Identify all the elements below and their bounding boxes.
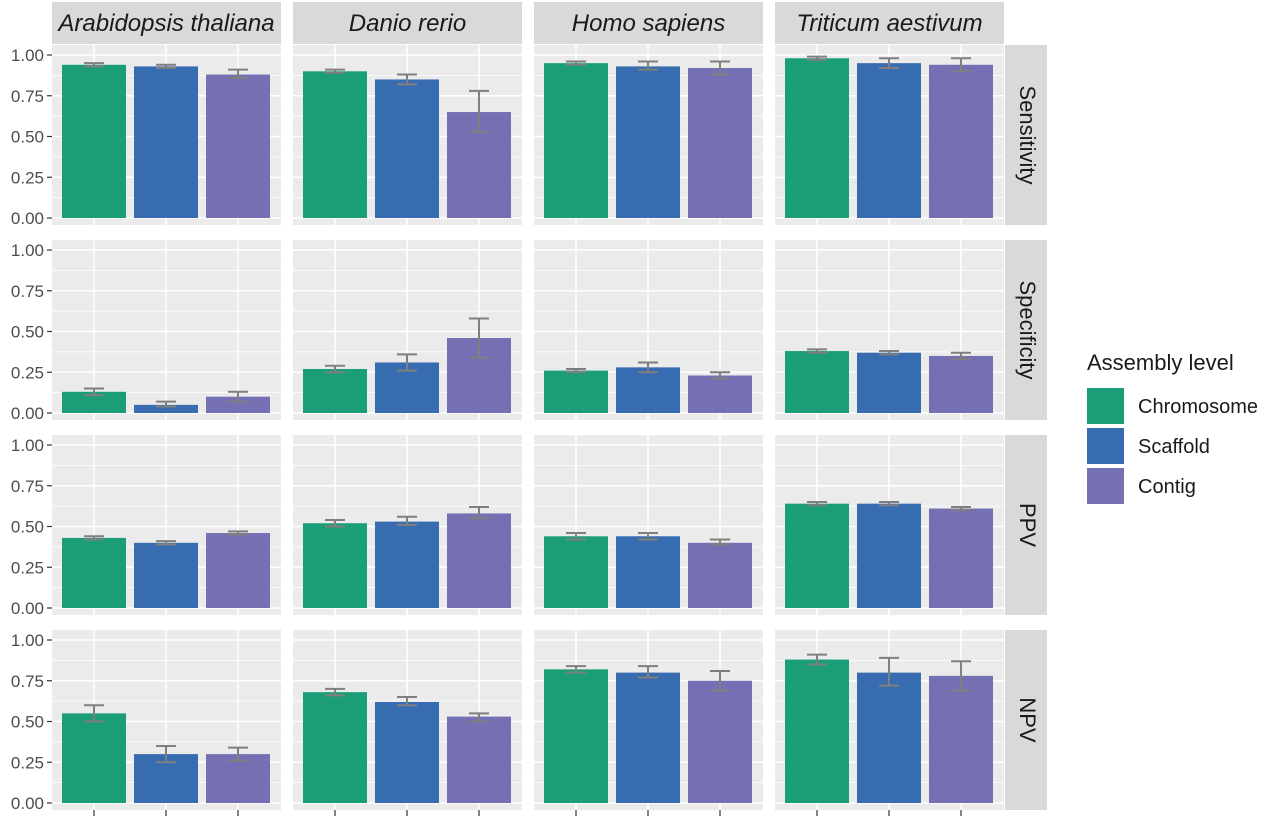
y-tick-label: 0.00	[11, 794, 44, 813]
y-tick-label: 0.50	[11, 713, 44, 732]
strip-bg-homo-sapiens	[534, 2, 763, 44]
bar-contig	[447, 513, 511, 608]
y-tick-label: 0.25	[11, 753, 44, 772]
legend-label-scaffold: Scaffold	[1138, 436, 1210, 458]
bar-contig	[929, 675, 993, 803]
y-tick-label: 0.00	[11, 404, 44, 423]
bar-scaffold	[616, 66, 680, 218]
legend-swatch-chromosome	[1087, 388, 1124, 424]
legend-title: Assembly level	[1087, 350, 1234, 375]
row-strip-label: Specificity	[1015, 280, 1040, 379]
bar-chromosome	[62, 537, 126, 608]
y-tick-label: 0.75	[11, 672, 44, 691]
bar-chromosome	[62, 391, 126, 413]
y-tick-label: 0.00	[11, 209, 44, 228]
bar-contig	[688, 680, 752, 803]
row-strip-bg-specificity	[1005, 240, 1047, 420]
bar-scaffold	[375, 521, 439, 608]
bar-chromosome	[303, 523, 367, 608]
bar-chromosome	[303, 71, 367, 218]
bar-contig	[688, 542, 752, 608]
y-tick-label: 0.50	[11, 128, 44, 147]
legend-label-contig: Contig	[1138, 476, 1196, 498]
y-tick-label: 1.00	[11, 436, 44, 455]
bar-contig	[929, 355, 993, 413]
strip-bg-danio-rerio	[293, 2, 522, 44]
row-strip-label: PPV	[1015, 503, 1040, 547]
row-strip-label: Sensitivity	[1015, 85, 1040, 184]
y-tick-label: 1.00	[11, 46, 44, 65]
bar-contig	[206, 533, 270, 608]
bar-scaffold	[134, 404, 198, 413]
y-tick-label: 0.00	[11, 599, 44, 618]
bar-chromosome	[544, 536, 608, 608]
bar-scaffold	[616, 536, 680, 608]
bar-chromosome	[785, 659, 849, 803]
bar-scaffold	[375, 701, 439, 803]
row-strip-bg-sensitivity	[1005, 45, 1047, 225]
y-tick-label: 0.50	[11, 518, 44, 537]
bar-scaffold	[616, 367, 680, 413]
bar-chromosome	[785, 351, 849, 413]
bar-chromosome	[544, 63, 608, 219]
y-tick-label: 0.50	[11, 323, 44, 342]
bar-chromosome	[62, 64, 126, 218]
y-tick-label: 0.25	[11, 363, 44, 382]
strip-bg-arabidopsis-thaliana	[52, 2, 281, 44]
y-tick-label: 0.25	[11, 558, 44, 577]
bar-contig	[206, 74, 270, 218]
bar-scaffold	[134, 542, 198, 608]
bar-scaffold	[375, 79, 439, 218]
bar-contig	[447, 716, 511, 803]
strip-bg-triticum-aestivum	[775, 2, 1004, 44]
legend-swatch-scaffold	[1087, 428, 1124, 464]
legend-swatch-contig	[1087, 468, 1124, 504]
bar-chromosome	[544, 370, 608, 413]
bar-contig	[688, 375, 752, 413]
y-tick-label: 0.25	[11, 168, 44, 187]
bar-contig	[688, 68, 752, 218]
bar-scaffold	[616, 672, 680, 803]
y-tick-label: 0.75	[11, 87, 44, 106]
column-strip-label: Homo sapiens	[572, 10, 725, 37]
bar-chromosome	[785, 503, 849, 608]
row-strip-bg-npv	[1005, 630, 1047, 810]
bar-contig	[929, 508, 993, 608]
column-strip-label: Arabidopsis thaliana	[56, 10, 274, 37]
column-strip-label: Danio rerio	[349, 10, 466, 37]
bar-scaffold	[857, 672, 921, 803]
column-strip-label: Triticum aestivum	[796, 10, 982, 37]
y-tick-label: 1.00	[11, 241, 44, 260]
bar-chromosome	[785, 58, 849, 219]
bar-chromosome	[544, 669, 608, 803]
bar-chromosome	[303, 368, 367, 413]
y-tick-label: 1.00	[11, 631, 44, 650]
bar-scaffold	[857, 503, 921, 608]
bar-chromosome	[303, 692, 367, 803]
bar-scaffold	[134, 66, 198, 218]
y-tick-label: 0.75	[11, 477, 44, 496]
bar-contig	[206, 396, 270, 413]
bar-contig	[206, 754, 270, 803]
bar-scaffold	[857, 63, 921, 219]
y-tick-label: 0.75	[11, 282, 44, 301]
bar-chromosome	[62, 713, 126, 803]
bar-scaffold	[857, 352, 921, 413]
bar-contig	[929, 64, 993, 218]
row-strip-bg-ppv	[1005, 435, 1047, 615]
legend-label-chromosome: Chromosome	[1138, 396, 1258, 418]
row-strip-label: NPV	[1015, 697, 1040, 743]
